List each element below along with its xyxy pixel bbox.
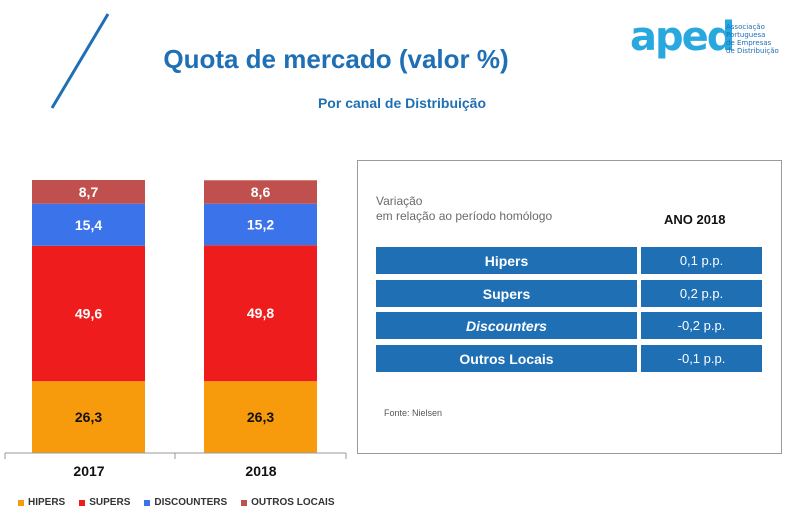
row-value: 0,1 p.p. (641, 247, 762, 274)
legend-item-supers: SUPERS (79, 497, 130, 508)
page-title: Quota de mercado (valor %) (163, 44, 509, 74)
variation-row-outros-locais: Outros Locais -0,1 p.p. (376, 345, 762, 372)
row-label: Hipers (376, 247, 637, 274)
bar-segment-supers (32, 245, 145, 382)
legend-label: OUTROS LOCAIS (251, 497, 335, 508)
bar-segment-discounters (204, 203, 317, 246)
legend-swatch (144, 499, 151, 506)
row-value: -0,2 p.p. (641, 312, 762, 339)
panel-heading-line: em relação ao período homólogo (376, 209, 553, 223)
logo-tagline-line: Portuguesa (726, 31, 766, 39)
row-label: Discounters (376, 312, 637, 339)
variation-row-discounters: Discounters -0,2 p.p. (376, 312, 762, 339)
logo-tagline: Associação Portuguesa de Empresas de Dis… (726, 23, 779, 55)
legend-item-hipers: HIPERS (18, 497, 65, 508)
x-tick-label: 2017 (73, 463, 104, 479)
legend-item-discounters: DISCOUNTERS (144, 497, 227, 508)
stacked-bar-chart: 26,3 49,6 15,4 8,7 2017 26,3 49,8 15,2 8,6 2018 (4, 180, 347, 479)
bar-segment-hipers (204, 381, 317, 453)
page-subtitle: Por canal de Distribuição (317, 95, 487, 111)
bar-segment-outros-locais (32, 180, 145, 204)
data-label: 49,8 (247, 305, 274, 321)
row-value: -0,1 p.p. (641, 345, 762, 372)
data-label: 26,3 (247, 409, 274, 425)
logo-tagline-line: de Distribuição (726, 47, 779, 55)
panel-heading-line: Variação (376, 194, 423, 208)
source-note: Fonte: Nielsen (384, 408, 443, 418)
row-value: 0,2 p.p. (641, 280, 762, 307)
x-tick-label: 2018 (245, 463, 276, 479)
legend-label: HIPERS (28, 497, 66, 508)
data-label: 15,4 (75, 217, 102, 233)
legend-item-outros-locais: OUTROS LOCAIS (241, 497, 335, 508)
bar-segment-supers (204, 245, 317, 382)
data-label: 49,6 (75, 305, 102, 321)
logo-tagline-line: Associação (726, 23, 765, 31)
bar-segment-discounters (32, 203, 145, 246)
legend-swatch (18, 499, 24, 506)
legend-swatch (79, 499, 86, 506)
row-label: Supers (376, 280, 637, 307)
variation-row-hipers: Hipers 0,1 p.p. (376, 247, 762, 274)
data-label: 15,2 (247, 216, 274, 232)
bar-segment-hipers (32, 381, 145, 453)
legend-swatch (241, 499, 248, 506)
aped-logo: aped Associação Portuguesa de Empresas d… (630, 14, 790, 66)
legend-label: DISCOUNTERS (154, 497, 228, 508)
panel-heading: Variação em relação ao período homólogo (376, 194, 552, 224)
bar-segment-outros-locais (204, 180, 317, 204)
row-label: Outros Locais (376, 345, 637, 372)
panel-year-label: ANO 2018 (664, 212, 726, 227)
data-label: 8,6 (251, 184, 271, 200)
variation-row-supers: Supers 0,2 p.p. (376, 280, 762, 307)
data-label: 26,3 (75, 409, 102, 425)
chart-legend: HIPERS SUPERS DISCOUNTERS OUTROS LOCAIS (18, 497, 335, 508)
data-label: 8,7 (79, 184, 99, 200)
decorative-slash (50, 13, 110, 109)
legend-label: SUPERS (89, 497, 131, 508)
logo-tagline-line: de Empresas (726, 39, 772, 47)
logo-word: aped (630, 14, 735, 60)
variation-panel: Variação em relação ao período homólogo … (357, 160, 782, 454)
